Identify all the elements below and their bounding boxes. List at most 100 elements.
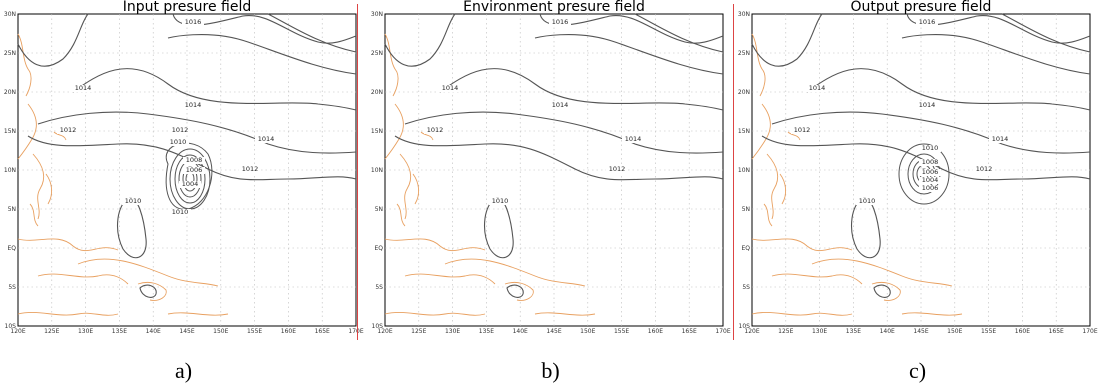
x-tick-label: 155E <box>981 328 996 335</box>
contour-label-bg <box>973 166 995 173</box>
contour-label: 1014 <box>75 84 92 92</box>
contour-label-bg <box>489 198 511 205</box>
contour-label-bg <box>919 145 941 152</box>
y-tick-label: 5S <box>375 284 383 291</box>
isobar <box>751 13 823 67</box>
contour-label-bg <box>183 157 205 164</box>
coastline <box>396 203 406 227</box>
contour-label-bg <box>791 127 813 134</box>
contour-label: 1006 <box>922 168 939 176</box>
coastline <box>766 153 779 220</box>
contour-label: 1012 <box>976 165 993 173</box>
x-tick-label: 160E <box>281 328 296 335</box>
isobar <box>873 284 891 298</box>
coastline <box>17 33 32 97</box>
coastline <box>53 131 67 141</box>
contour-label-bg <box>169 127 191 134</box>
y-tick-label: 25N <box>371 50 383 57</box>
isobar <box>634 13 724 53</box>
x-tick-label: 170E <box>715 328 730 335</box>
coastline <box>420 131 434 141</box>
contour-label: 1016 <box>552 18 569 26</box>
isobar <box>17 13 89 67</box>
contour-label: 1014 <box>442 84 459 92</box>
contour-label-bg <box>182 19 204 26</box>
contour-label-bg <box>424 127 446 134</box>
map-c: Output presure field 1016 1014 1014 1012 1014… <box>738 0 1098 335</box>
plot-area: 1016 1014 1014 1012 1014 1012 1010 1010 1008 1006… <box>751 13 1091 327</box>
coastline <box>779 173 787 205</box>
x-tick-label: 165E <box>682 328 697 335</box>
contour-label-bg <box>606 166 628 173</box>
y-tick-label: 30N <box>738 11 750 18</box>
contour-label: 1014 <box>625 135 642 143</box>
contour-label-bg <box>182 102 204 109</box>
y-tick-label: 5N <box>742 206 750 213</box>
contour-label: 1014 <box>258 135 275 143</box>
y-tick-label: 30N <box>371 11 383 18</box>
contour-label-bg <box>916 102 938 109</box>
x-tick-label: 140E <box>146 328 161 335</box>
contour-label-bg <box>919 177 941 184</box>
isobar <box>506 284 524 298</box>
coastline <box>137 281 167 301</box>
coastline <box>167 312 229 316</box>
x-tick-label: 150E <box>947 328 962 335</box>
contour-label-bg <box>57 127 79 134</box>
caption-c: c) <box>908 358 927 383</box>
isobar <box>851 197 881 259</box>
x-tick-label: 125E <box>778 328 793 335</box>
x-tick-label: 145E <box>546 328 561 335</box>
contour-label-bg <box>916 19 938 26</box>
coastline <box>384 312 486 316</box>
coastline <box>399 153 412 220</box>
coastline <box>771 273 863 285</box>
x-tick-label: 130E <box>445 328 460 335</box>
contour-label: 1010 <box>492 197 509 205</box>
panel-title: Output presure field <box>851 0 992 15</box>
isobar <box>117 197 147 259</box>
y-tick-label: 10S <box>372 323 384 330</box>
coastline <box>901 312 963 316</box>
y-tick-label: 10N <box>738 167 750 174</box>
contour-label: 1012 <box>609 165 626 173</box>
y-tick-label: 25N <box>4 50 16 57</box>
contour-label-bg <box>169 209 191 216</box>
y-tick-label: 15N <box>738 128 750 135</box>
x-tick-label: 145E <box>179 328 194 335</box>
contour-label: 1012 <box>427 126 444 134</box>
contour-label-bg <box>72 85 94 92</box>
coastline <box>504 281 534 301</box>
isobar <box>404 111 724 154</box>
contour-label: 1008 <box>186 156 203 164</box>
divider-2 <box>733 4 734 340</box>
contour-label-bg <box>179 181 201 188</box>
y-tick-label: 10S <box>739 323 751 330</box>
x-tick-label: 130E <box>812 328 827 335</box>
y-tick-label: 10N <box>371 167 383 174</box>
y-tick-label: 10S <box>5 323 17 330</box>
plot-area: 1016 1014 1014 1012 1014 1012 1010 <box>384 13 724 327</box>
caption-a: a) <box>174 358 193 383</box>
y-tick-label: 5S <box>742 284 750 291</box>
contour-label: 1012 <box>242 165 259 173</box>
coastline <box>751 238 853 252</box>
x-tick-label: 165E <box>1049 328 1064 335</box>
x-tick-label: 135E <box>112 328 127 335</box>
isobar <box>37 111 357 154</box>
coastline <box>811 258 953 287</box>
coastline <box>751 103 771 160</box>
map-a: Input presure field101610141014101210141… <box>4 0 364 335</box>
map-b: Environment presure field101610141014101… <box>371 0 731 335</box>
x-tick-label: 125E <box>411 328 426 335</box>
coastline <box>45 173 53 205</box>
contour-label-bg <box>439 85 461 92</box>
x-tick-label: 140E <box>513 328 528 335</box>
coastline <box>384 103 404 160</box>
contour-label-bg <box>239 166 261 173</box>
contour-label: 1012 <box>172 126 189 134</box>
contour-label-bg <box>167 139 189 146</box>
contour-label-bg <box>549 102 571 109</box>
coastline <box>534 312 596 316</box>
x-tick-label: 165E <box>315 328 330 335</box>
